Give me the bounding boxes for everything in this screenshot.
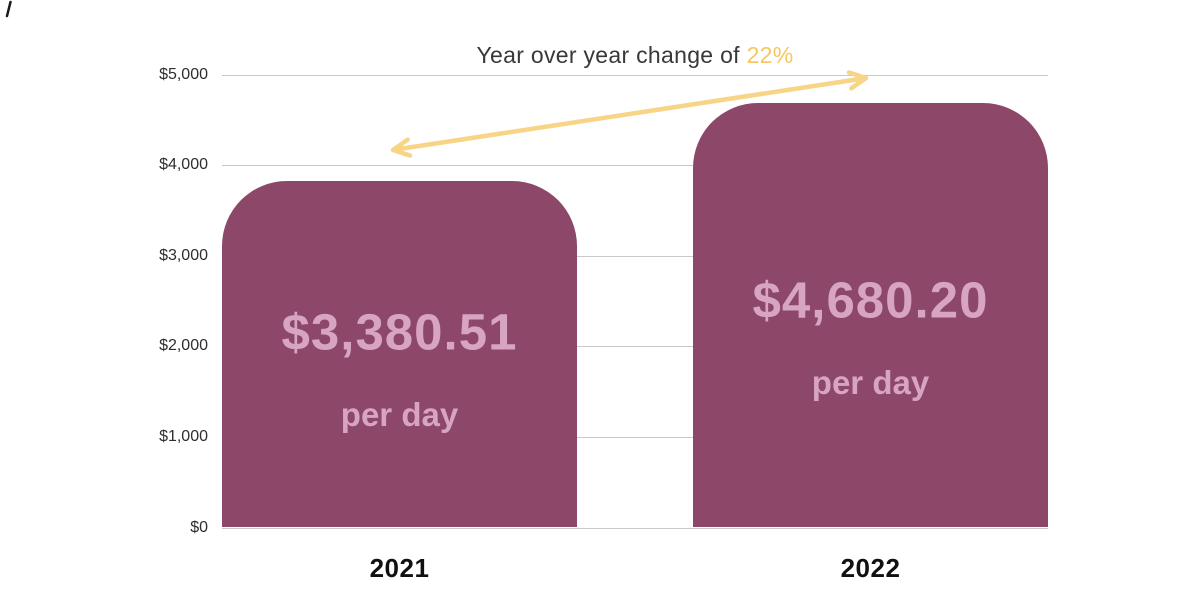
bar-2021: $3,380.51 per day: [222, 180, 577, 527]
bar-2022: $4,680.20 per day: [693, 102, 1048, 527]
corner-mark: [5, 0, 12, 18]
arrowhead-left: [390, 137, 413, 158]
chart-title: Year over year change of 22%: [222, 42, 1048, 69]
gridline: [222, 346, 1048, 348]
x-axis-label-2022: 2022: [840, 553, 901, 583]
bar-value-label: $4,680.20: [752, 271, 989, 328]
gridline: [222, 527, 1048, 529]
y-axis-tick-label: $5,000: [159, 65, 208, 83]
gridline: [222, 165, 1048, 167]
bar-unit-label: per day: [340, 395, 459, 433]
y-axis-tick-label: $1,000: [159, 427, 208, 445]
bar-unit-label: per day: [811, 363, 930, 401]
x-axis-label-2021: 2021: [369, 553, 430, 583]
yoy-percentage: 22%: [746, 42, 794, 68]
y-axis-tick-label: $4,000: [159, 156, 208, 174]
y-axis-tick-label: $0: [190, 518, 208, 536]
gridline: [222, 255, 1048, 257]
chart-title-text: Year over year change of: [476, 42, 740, 68]
bar-value-label: $3,380.51: [281, 303, 518, 360]
gridline: [222, 436, 1048, 438]
gridline: [222, 74, 1048, 76]
y-axis-tick-label: $2,000: [159, 337, 208, 355]
y-axis-tick-label: $3,000: [159, 246, 208, 264]
